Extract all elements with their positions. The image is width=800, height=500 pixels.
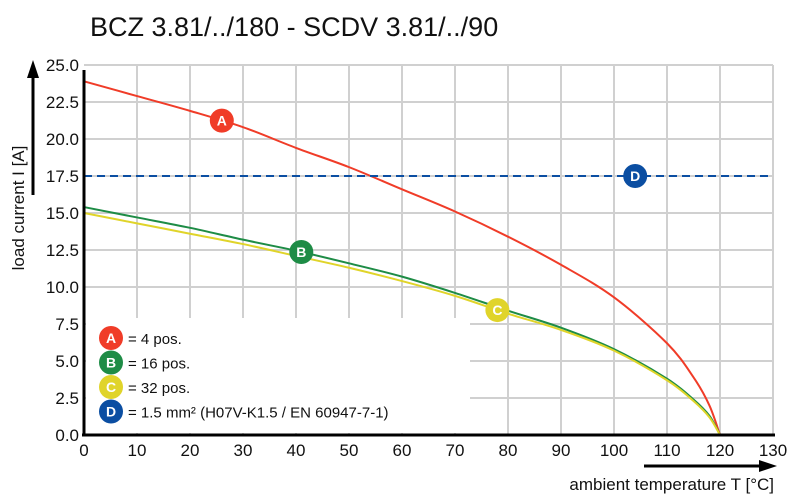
x-tick-label: 30 xyxy=(234,441,253,460)
y-tick-label: 22.5 xyxy=(46,93,79,112)
legend-marker-b-circle xyxy=(99,350,123,375)
y-axis-label: load current I [A] xyxy=(9,146,28,271)
legend-label-a: = 4 pos. xyxy=(128,331,182,348)
y-tick-label: 2.5 xyxy=(55,389,79,408)
x-tick-label: 80 xyxy=(499,441,518,460)
legend-marker-d-letter: D xyxy=(106,404,116,420)
legend: A = 4 pos. B = 16 pos. C = 32 pos. D = 1.5 mm² … xyxy=(99,326,389,424)
y-tick-label: 12.5 xyxy=(46,241,79,260)
x-tick-label: 40 xyxy=(287,441,306,460)
legend-marker-d-circle xyxy=(99,399,123,424)
y-tick-label: 20.0 xyxy=(46,130,79,149)
series-marker-c-circle xyxy=(485,298,510,323)
legend-marker-c-circle xyxy=(99,375,123,399)
series-markers: A B C D xyxy=(209,108,648,323)
legend-marker-c-letter: C xyxy=(106,379,116,395)
y-tick-label: 5.0 xyxy=(55,352,79,371)
series-lines xyxy=(83,80,773,436)
x-tick-label: 70 xyxy=(446,441,465,460)
legend-box xyxy=(86,318,470,433)
legend-label-d: = 1.5 mm² (H07V-K1.5 / EN 60947-7-1) xyxy=(128,405,389,422)
y-tick-label: 10.0 xyxy=(46,278,79,297)
x-tick-label: 20 xyxy=(181,441,200,460)
series-line-c xyxy=(83,212,721,436)
legend-label-c: = 32 pos. xyxy=(128,380,190,397)
series-line-b xyxy=(83,206,721,436)
series-marker-a-letter: A xyxy=(217,113,227,129)
x-axis-label: ambient temperature T [°C] xyxy=(569,475,774,494)
x-tick-label: 100 xyxy=(600,441,628,460)
y-tick-label: 0.0 xyxy=(55,426,79,445)
x-tick-label: 120 xyxy=(706,441,734,460)
x-tick-label: 50 xyxy=(340,441,359,460)
x-tick-label: 130 xyxy=(759,441,787,460)
series-marker-d-letter: D xyxy=(630,168,640,184)
x-tick-label: 0 xyxy=(79,441,88,460)
y-tick-label: 17.5 xyxy=(46,167,79,186)
legend-marker-a-circle xyxy=(99,326,123,350)
legend-marker-b-letter: B xyxy=(106,355,116,371)
y-tick-label: 7.5 xyxy=(55,315,79,334)
legend-marker-a-letter: A xyxy=(106,330,116,346)
x-tick-label: 90 xyxy=(552,441,571,460)
y-axis-arrow-icon xyxy=(27,60,39,78)
legend-label-b: = 16 pos. xyxy=(128,356,190,373)
x-tick-label: 10 xyxy=(128,441,147,460)
y-tick-label: 25.0 xyxy=(46,56,79,75)
series-marker-b-circle xyxy=(289,239,314,264)
y-tick-label: 15.0 xyxy=(46,204,79,223)
x-axis-arrow-icon xyxy=(759,460,777,472)
chart-title: BCZ 3.81/../180 - SCDV 3.81/../90 xyxy=(90,12,498,42)
tick-labels: 0 10 20 30 40 50 60 70 80 90 100 110 120 130 0.0 2.5 5.0… xyxy=(46,56,787,460)
x-tick-label: 60 xyxy=(393,441,412,460)
legend-background xyxy=(86,318,470,433)
series-marker-a-circle xyxy=(209,108,234,133)
series-marker-d-circle xyxy=(623,164,648,188)
axes xyxy=(27,60,777,472)
x-tick-label: 110 xyxy=(653,441,680,460)
series-marker-c-letter: C xyxy=(492,302,502,318)
series-marker-b-letter: B xyxy=(296,244,306,260)
series-line-a xyxy=(83,80,721,436)
